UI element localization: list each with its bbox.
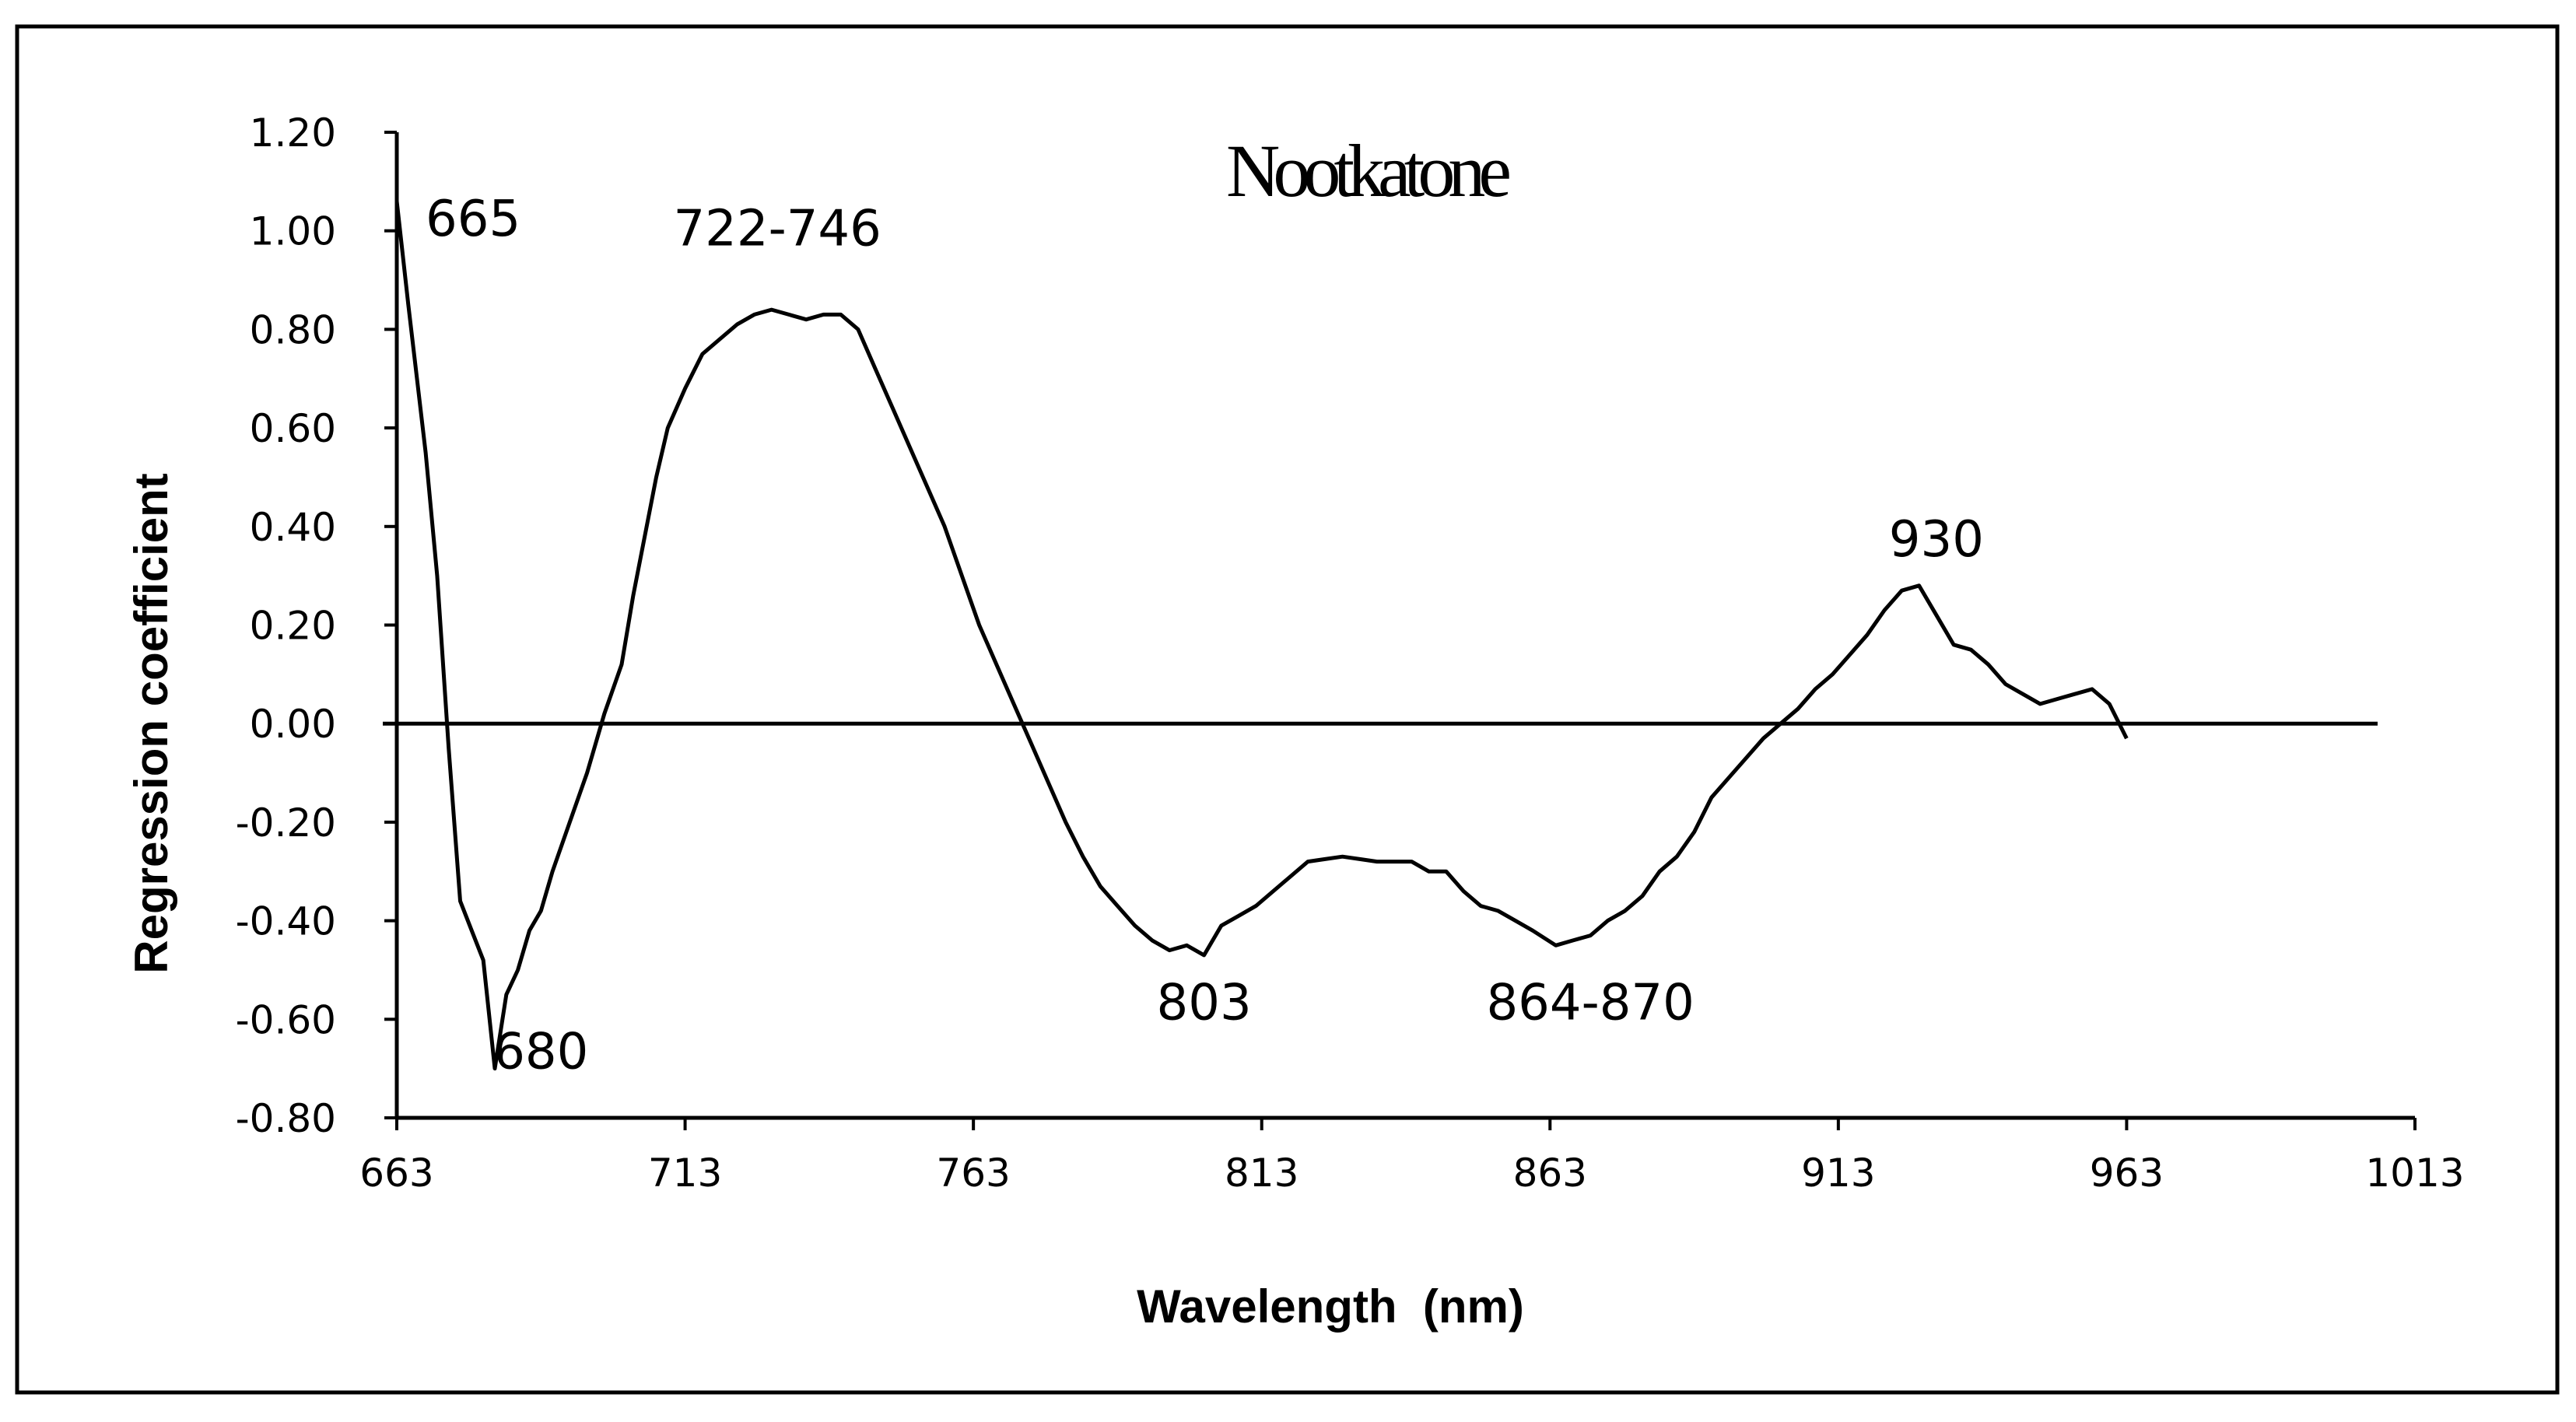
x-tick-label: 963 <box>2090 1151 2164 1196</box>
y-tick-label: -0.60 <box>236 997 336 1042</box>
data-label: 930 <box>1889 511 1984 569</box>
series-line <box>394 201 2129 1071</box>
chart-title: Nootkatone <box>1226 129 1509 212</box>
data-label: 680 <box>493 1024 588 1081</box>
y-tick-label: -0.40 <box>236 899 336 944</box>
x-tick-label: 863 <box>1513 1151 1587 1196</box>
y-tick-label: 1.00 <box>250 209 336 254</box>
x-tick-label: 913 <box>1801 1151 1875 1196</box>
data-label: 722-746 <box>673 201 881 258</box>
y-tick-label: 1.20 <box>250 110 336 156</box>
y-tick-label: -0.20 <box>236 800 336 846</box>
y-tick-label: 0.60 <box>250 406 336 451</box>
x-ticks: 663 713 763 813 863 913 963 1013 <box>359 1118 2465 1196</box>
y-tick-label: 0.80 <box>250 307 336 352</box>
data-label: 665 <box>426 191 520 248</box>
x-tick-label: 713 <box>648 1151 722 1196</box>
x-tick-label: 663 <box>359 1151 433 1196</box>
annotations: 665 722-746 680 803 864-870 930 <box>426 191 1984 1081</box>
x-tick-label: 763 <box>936 1151 1010 1196</box>
x-axis-title: Wavelength (nm) <box>1137 1280 1524 1333</box>
y-ticks: 1.20 1.00 0.80 0.60 0.40 0.20 0.00 -0.20 -0.40 -0… <box>236 110 397 1141</box>
figure-border <box>15 24 2560 1395</box>
x-tick-label: 1013 <box>2365 1151 2464 1196</box>
y-tick-label: 0.40 <box>250 505 336 550</box>
x-tick-label: 813 <box>1225 1151 1299 1196</box>
y-tick-label: 0.20 <box>250 604 336 649</box>
data-label: 803 <box>1157 974 1252 1031</box>
y-axis-title: Regression coefficient <box>125 473 177 974</box>
y-tick-label: 0.00 <box>250 702 336 747</box>
data-label: 864-870 <box>1486 974 1694 1031</box>
y-tick-label: -0.80 <box>236 1096 336 1141</box>
